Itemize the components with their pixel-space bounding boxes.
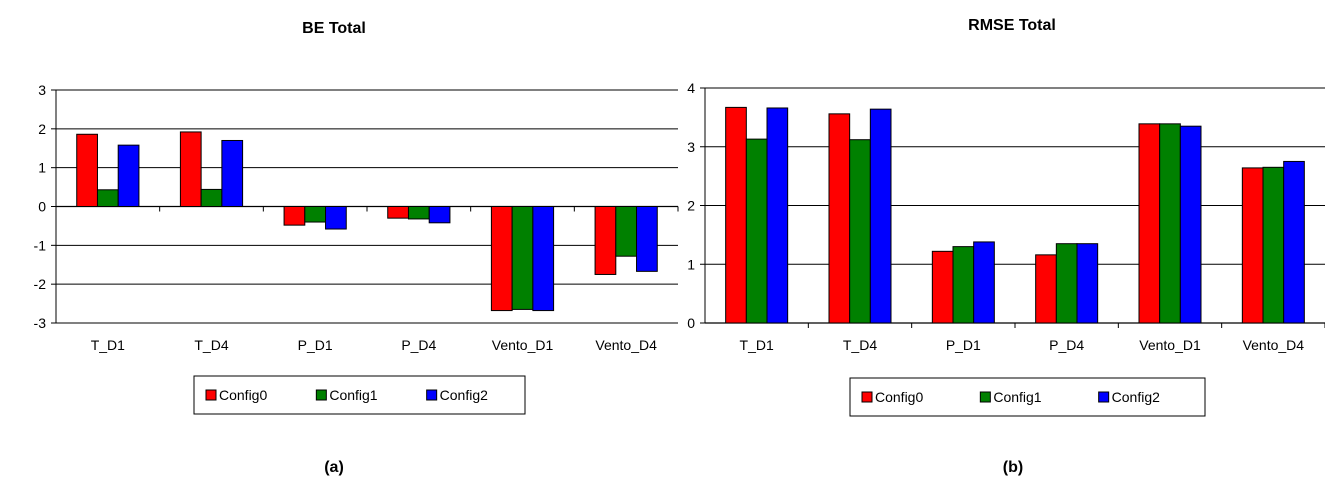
legend-swatch-config1: [979, 391, 991, 403]
bar-config1-vento_d4: [615, 206, 638, 257]
bar-config0-p_d4: [387, 206, 409, 219]
y-tick-label: 4: [687, 80, 695, 96]
legend-label-config2: Config2: [440, 387, 488, 403]
bar-config1-p_d1: [304, 206, 327, 223]
y-tick-label: 2: [687, 198, 695, 214]
bar-config2-t_d4: [869, 108, 892, 324]
bar-config1-vento_d1: [511, 206, 534, 310]
bar-config1-vento_d4: [1262, 166, 1285, 324]
x-tick-label: T_D4: [194, 337, 228, 353]
bar-config0-vento_d1: [490, 206, 513, 312]
x-tick-label: T_D1: [91, 337, 125, 353]
bar-config2-p_d1: [325, 206, 347, 230]
bar-config2-vento_d1: [532, 206, 555, 312]
bar-config0-p_d4: [1035, 254, 1057, 324]
bar-config1-t_d4: [200, 188, 223, 207]
bar-config1-t_d1: [96, 189, 119, 207]
legend-label-config1: Config1: [993, 389, 1041, 405]
legend-swatch-config1: [315, 389, 327, 401]
legend: Config0 Config1 Config2: [193, 375, 526, 415]
legend-swatch-config0: [861, 391, 873, 403]
x-tick-label: T_D4: [843, 337, 877, 353]
legend-label-config0: Config0: [875, 389, 923, 405]
legend-label-config2: Config2: [1112, 389, 1160, 405]
panel-label: (b): [1003, 459, 1023, 476]
x-tick-label: Vento_D4: [1243, 337, 1305, 353]
y-tick-label: 3: [38, 82, 46, 98]
legend-label-config1: Config1: [329, 387, 377, 403]
legend-swatch-config2: [1098, 391, 1110, 403]
bar-config1-vento_d1: [1159, 123, 1181, 324]
bar-config1-p_d4: [1055, 243, 1078, 324]
bar-config2-t_d1: [766, 107, 789, 324]
x-tick-label: P_D1: [298, 337, 333, 353]
x-tick-label: P_D1: [946, 337, 981, 353]
legend-swatch-config2: [426, 389, 438, 401]
x-tick-label: Vento_D4: [595, 337, 657, 353]
y-tick-label: 2: [38, 121, 46, 137]
bar-config1-t_d4: [849, 139, 871, 324]
bar-config0-vento_d4: [594, 206, 617, 275]
legend-box: [193, 375, 526, 415]
bar-config2-vento_d4: [636, 206, 658, 272]
x-tick-label: P_D4: [1049, 337, 1084, 353]
y-tick-label: -3: [34, 315, 47, 331]
legend-label-config0: Config0: [219, 387, 267, 403]
x-tick-label: Vento_D1: [492, 337, 554, 353]
bar-config2-vento_d1: [1179, 125, 1202, 324]
y-tick-label: 1: [38, 160, 46, 176]
bar-config1-p_d1: [952, 246, 975, 324]
x-tick-label: T_D1: [740, 337, 774, 353]
bar-config1-t_d1: [745, 138, 768, 324]
legend-swatch-config0: [205, 389, 217, 401]
x-tick-label: P_D4: [401, 337, 436, 353]
bar-config0-p_d1: [283, 206, 306, 226]
chart-title: RMSE Total: [968, 17, 1056, 34]
bar-config0-t_d4: [828, 113, 851, 324]
bar-config0-t_d1: [76, 133, 98, 208]
chart-be-total: BE Total -3 -2 -1 0 1 2 3 T_D1 T_D4 P_D1 P_D4 Vento_…: [34, 20, 679, 476]
bar-config2-p_d1: [973, 241, 995, 324]
y-tick-label: 0: [38, 199, 46, 215]
legend-box: [849, 377, 1206, 417]
y-tick-label: -2: [34, 276, 47, 292]
bar-config0-t_d1: [725, 106, 747, 324]
bar-config0-vento_d1: [1138, 123, 1161, 324]
bar-config2-t_d1: [117, 144, 140, 207]
bar-config2-p_d4: [428, 206, 451, 224]
bar-config0-vento_d4: [1241, 167, 1264, 324]
bar-config1-p_d4: [407, 206, 430, 220]
y-tick-label: -1: [34, 237, 47, 253]
chart-title: BE Total: [302, 20, 366, 37]
y-tick-label: 1: [687, 256, 695, 272]
panel-label: (a): [324, 459, 344, 476]
bar-config2-p_d4: [1076, 243, 1099, 324]
bar-config0-t_d4: [179, 131, 202, 207]
bar-config2-vento_d4: [1283, 160, 1305, 324]
chart-rmse-total: RMSE Total 0 1 2 3 4 T_D1 T_D4 P_D1 P_D4 Vento_D1 V…: [687, 17, 1325, 476]
x-tick-label: Vento_D1: [1139, 337, 1201, 353]
bar-config2-t_d4: [221, 139, 244, 208]
legend: Config0 Config1 Config2: [849, 377, 1206, 417]
y-tick-label: 3: [687, 139, 695, 155]
bar-config0-p_d1: [931, 250, 954, 324]
y-tick-label: 0: [687, 315, 695, 331]
